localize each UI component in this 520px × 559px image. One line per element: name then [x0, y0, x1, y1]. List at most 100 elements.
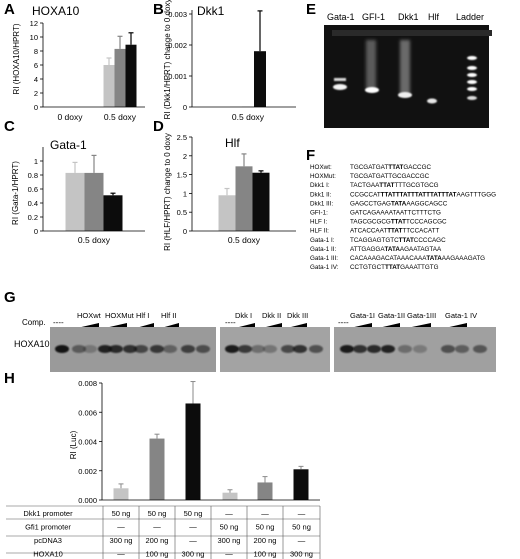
chart-a-y-ticks: 0 2 4 6 8 10 12	[30, 19, 43, 112]
sequence-segment: GAAATTGTG	[400, 264, 438, 271]
chart-c-bar	[84, 172, 104, 231]
chart-h-tick-label: 0.006	[78, 408, 97, 417]
sequence-segment: AGAATAGTAA	[400, 246, 442, 253]
panel-letter-a: A	[4, 1, 15, 18]
chart-a-tick-label: 4	[34, 75, 38, 84]
gel-g-concentration-wedge	[161, 323, 179, 328]
table-h-cell: 50 ng	[148, 509, 167, 518]
chart-c-tick-label: 1	[34, 157, 38, 166]
gel-g-band	[381, 345, 395, 353]
chart-c-bar	[65, 172, 85, 231]
sequence-segment: TTTGCGTGCG	[394, 182, 438, 189]
sequence-segment: AAGAAAGATG	[442, 255, 485, 262]
table-h-cell: —	[225, 509, 233, 518]
chart-d-tick-label: 2.5	[177, 133, 187, 142]
sequence-segment: TTAT	[379, 182, 394, 189]
gel-g-group-label: Hlf II	[161, 311, 176, 320]
chart-h-tick-label: 0.004	[78, 438, 97, 447]
chart-d-ylabel: RI (HLF/HPRT) change to 0 doxy	[163, 133, 172, 251]
chart-b-bar	[254, 51, 266, 107]
chart-d-tick-label: 2	[183, 152, 187, 161]
sequence-text: ATTGAGGATATAAGAATAGTAA	[350, 246, 442, 253]
chart-d-title: Hlf	[225, 136, 240, 150]
table-h-row-label: Dkk1 promoter	[23, 509, 73, 518]
sequence-segment: TTCCACATT	[402, 228, 439, 235]
table-h-cell: —	[117, 550, 125, 559]
sequence-text: TACTGAATTATTTTGCGTGCG	[350, 182, 439, 189]
table-h-cell: 300 ng	[182, 550, 205, 559]
gel-e-ladder-band	[467, 80, 477, 84]
chart-c-tick-label: 0	[34, 227, 38, 236]
gel-e-lane-label: Ladder	[456, 12, 484, 22]
panel-letter-f: F	[306, 147, 315, 164]
chart-h-bar	[293, 469, 309, 500]
gel-g-row-label: HOXA10	[14, 339, 50, 349]
panel-letter-d: D	[153, 118, 164, 135]
gel-e-ladder-band	[467, 87, 477, 91]
gel-g-band	[150, 345, 164, 353]
gel-e: Gata-1 GFI-1 Dkk1 Hlf Ladder	[324, 12, 492, 128]
chart-b-errors	[257, 10, 263, 52]
chart-a-tick-label: 8	[34, 47, 38, 56]
table-h-cell: 300 ng	[218, 536, 241, 545]
chart-h-tick-label: 0.008	[78, 379, 97, 388]
chart-a-xlabel-1: 0.5 doxy	[104, 112, 137, 122]
gel-e-ladder-band	[467, 56, 477, 60]
sequence-text: CCGCCATTTATTTATTTATTTATTTATAAGTTTGGG	[350, 191, 496, 198]
gel-g: Comp. ---- ---- ---- HOXA10 HOXwt HOXMut H…	[14, 311, 496, 372]
chart-h-bar	[149, 438, 165, 500]
sequence-name: Gata-1 II:	[310, 246, 336, 253]
gel-g-band	[281, 345, 295, 353]
chart-d-tick-label: 0	[183, 227, 187, 236]
gel-g-dash: ----	[338, 318, 349, 327]
chart-d-errors	[224, 153, 264, 196]
gel-e-lane-label: Dkk1	[398, 12, 419, 22]
chart-d-bar	[252, 172, 270, 231]
table-h-cell: 50 ng	[184, 509, 203, 518]
gel-g-band	[196, 345, 210, 353]
table-h-cell: 100 ng	[146, 550, 169, 559]
table-h-cell: —	[298, 536, 306, 545]
chart-a-tick-label: 12	[30, 19, 38, 28]
table-h-row-label: pcDNA3	[34, 536, 62, 545]
chart-a-bar	[114, 48, 126, 107]
sequence-segment: TTAT	[391, 219, 406, 226]
sequence-segment: TAGCGCGCG	[350, 219, 391, 226]
gel-g-band	[367, 345, 381, 353]
gel-g-group-label: Gata-1III	[407, 311, 436, 320]
sequence-segment: ATTGAGGA	[350, 246, 385, 253]
gel-e-band	[427, 98, 437, 104]
chart-h-luciferase: RI (Luc) 0.000 0.002 0.004 0.006 0.008	[69, 379, 320, 505]
sequence-segment: GAGCCTGAG	[350, 200, 391, 207]
chart-h-bar	[113, 488, 129, 500]
chart-d-tick-label: 1	[183, 189, 187, 198]
chart-a-tick-label: 10	[30, 33, 38, 42]
sequence-text: TAGCGCGCGTTATTCCCAGCGC	[350, 219, 447, 226]
panel-letter-h: H	[4, 370, 15, 387]
sequence-name: Gata-1 IV:	[310, 264, 339, 271]
chart-b-title: Dkk1	[197, 4, 225, 18]
sequence-name: Gata-1 III:	[310, 255, 338, 262]
chart-b-tick-label: 0.003	[168, 10, 187, 19]
chart-c-bar	[103, 195, 123, 231]
gel-g-band	[473, 345, 487, 353]
gel-g-band	[309, 345, 323, 353]
gel-g-band	[293, 345, 307, 353]
sequence-segment: GATCAGAAAATAATTCTTTCTG	[350, 210, 441, 217]
gel-e-smear	[366, 40, 376, 90]
sequence-segment: TATA	[391, 200, 407, 207]
chart-b-tick-label: 0.002	[168, 41, 187, 50]
sequence-name: GFI-1:	[310, 210, 328, 217]
sequence-segment: TGCGATGATTGCGACCGC	[350, 173, 430, 180]
sequence-name: Dkk1 I:	[310, 182, 330, 189]
panel-letter-e: E	[306, 1, 316, 18]
chart-b-dkk1: Dkk1 RI (Dkk1/HPRT) change to 0 doxy 0 0.…	[163, 0, 296, 122]
gel-g-group-label: HOXMut	[105, 311, 135, 320]
gel-g-band	[134, 345, 148, 353]
table-h-cell: 50 ng	[220, 523, 239, 532]
panel-letter-b: B	[153, 1, 164, 18]
chart-h-y-ticks: 0.000 0.002 0.004 0.006 0.008	[78, 379, 102, 505]
